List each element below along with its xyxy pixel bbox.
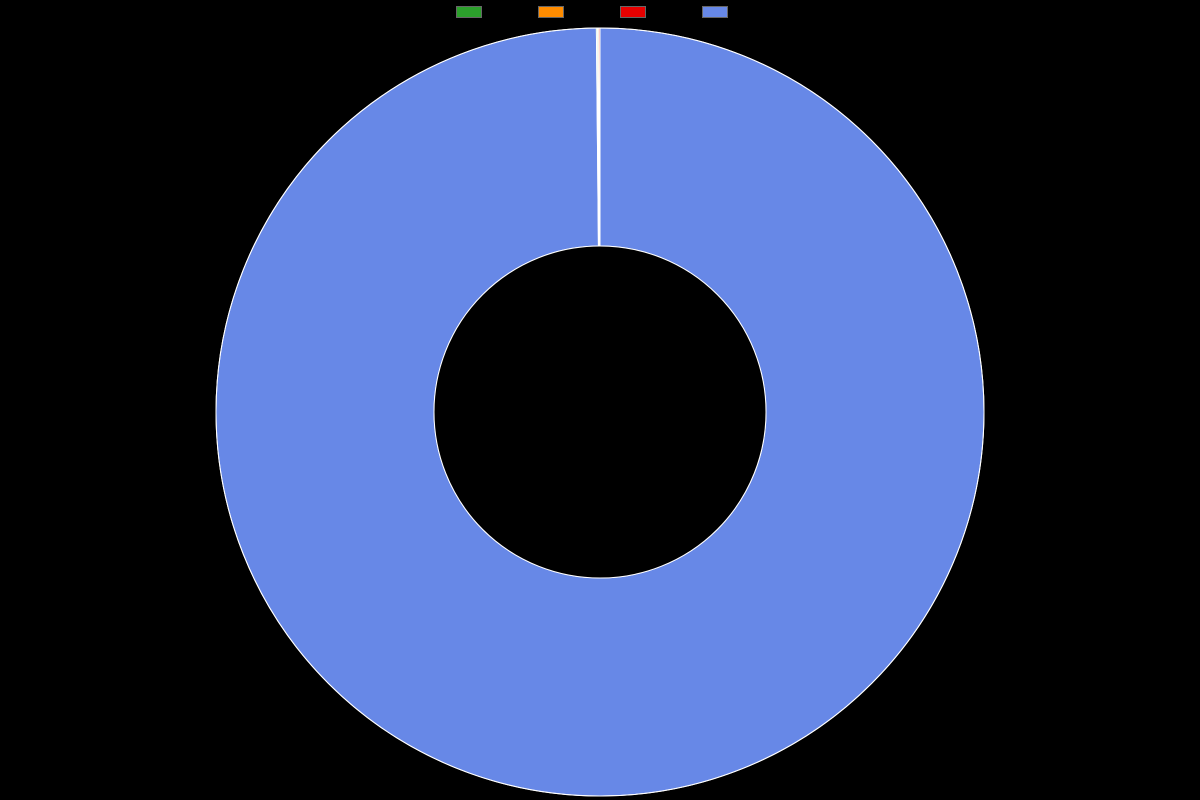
page-root: [0, 0, 1200, 800]
donut-slice: [599, 28, 600, 246]
donut-hole: [434, 246, 766, 578]
donut-chart-svg: [0, 0, 1200, 800]
donut-chart: [0, 0, 1200, 800]
